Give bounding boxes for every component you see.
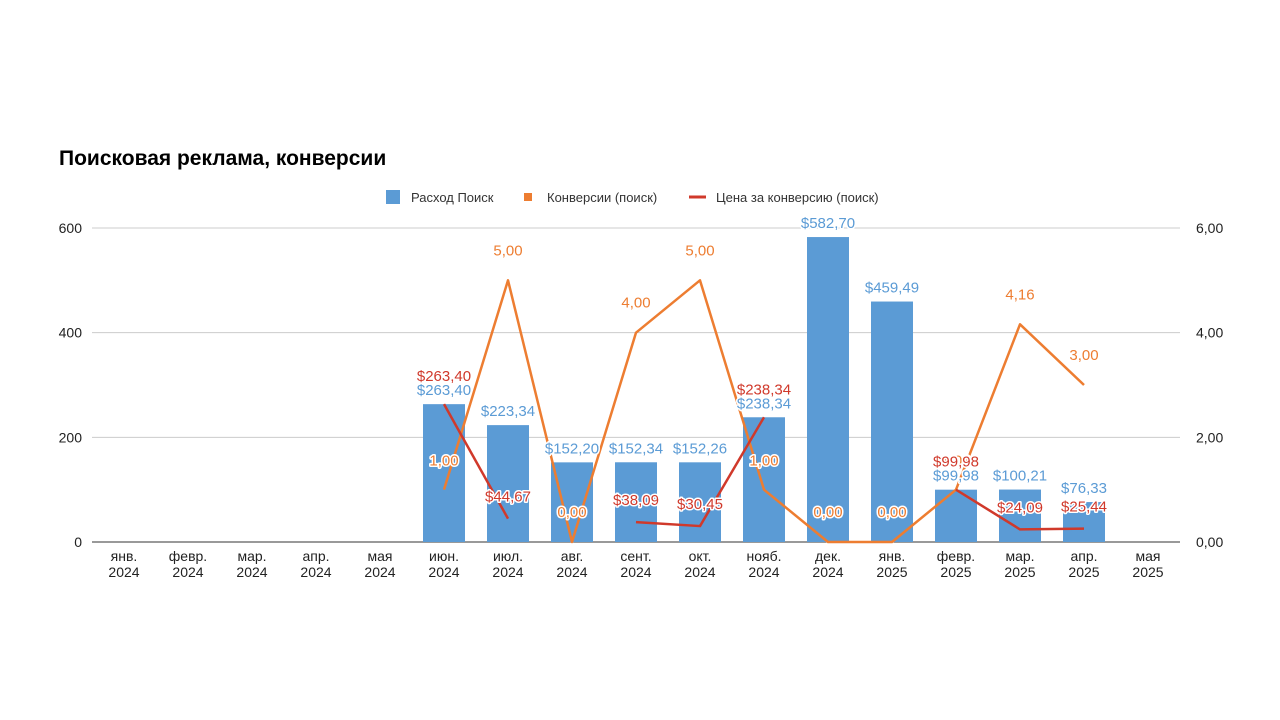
bar-rasxod-poisk[interactable] <box>487 425 529 542</box>
x-axis-tick-label: дек. 2024 <box>812 548 843 580</box>
konversii-data-label: 3,00 <box>1069 347 1098 364</box>
cena-data-label: $25,44 <box>1061 499 1107 516</box>
left-axis-tick-label: 200 <box>59 429 83 445</box>
left-axis-tick-label: 600 <box>59 220 83 236</box>
x-axis-tick-label: мая 2024 <box>364 548 395 580</box>
bar-data-label: $582,70 <box>801 215 855 232</box>
x-axis-tick-label: февр. 2024 <box>169 548 207 580</box>
legend-item-konversii[interactable]: Конверсии (поиск) <box>524 190 657 205</box>
bar-data-label: $223,34 <box>481 403 535 420</box>
x-axis-tick-label: мар. 2024 <box>236 548 267 580</box>
legend-item-rasxod-poisk[interactable]: Расход Поиск <box>386 190 494 205</box>
series-cena-za-konversiyu-line[interactable] <box>635 416 766 528</box>
right-axis-tick-label: 6,00 <box>1196 220 1223 236</box>
bar-data-label: $76,33 <box>1061 480 1107 497</box>
cena-data-label: $38,09 <box>613 492 659 509</box>
konversii-data-label: 0,00 <box>877 504 906 521</box>
legend[interactable]: Расход Поиск Конверсии (поиск) Цена за кон… <box>386 190 879 205</box>
x-axis-tick-label: окт. 2024 <box>684 548 715 580</box>
cena-data-label: $99,98 <box>933 454 979 471</box>
konversii-data-label: 0,00 <box>557 504 586 521</box>
axis-labels-layer: 0 200 400 600 0,00 2,00 4,00 6,00 янв. 2024 февр. 2… <box>59 220 1224 580</box>
bar-rasxod-poisk[interactable] <box>999 489 1041 542</box>
bar-rasxod-poisk[interactable] <box>1063 502 1105 542</box>
bars-layer <box>423 237 1105 543</box>
cena-data-label: $263,40 <box>417 368 471 385</box>
chart-title: Поисковая реклама, конверсии <box>59 147 387 170</box>
x-axis-tick-label: февр. 2025 <box>937 548 975 580</box>
x-axis-tick-label: апр. 2025 <box>1068 548 1099 580</box>
bar-data-label: $263,40 <box>417 382 471 399</box>
konversii-data-label: 5,00 <box>493 242 522 259</box>
x-axis-tick-label: янв. 2025 <box>876 548 907 580</box>
x-axis-tick-label: июл. 2024 <box>492 548 523 580</box>
konversii-data-label: 5,00 <box>685 242 714 259</box>
series-cena-za-konversiyu-line[interactable] <box>442 403 510 520</box>
bar-rasxod-poisk[interactable] <box>807 237 849 543</box>
konversii-data-label: 1,00 <box>749 453 778 470</box>
bar-rasxod-poisk[interactable] <box>551 462 593 542</box>
right-axis-tick-label: 4,00 <box>1196 325 1223 341</box>
legend-label: Расход Поиск <box>411 190 494 205</box>
cena-data-label: $24,09 <box>997 499 1043 516</box>
x-axis-tick-label: янв. 2024 <box>108 548 139 580</box>
konversii-data-label: 1,00 <box>429 453 458 470</box>
bar-data-label: $99,98 <box>933 468 979 485</box>
legend-item-cena-za-konversiyu[interactable]: Цена за конверсию (поиск) <box>689 190 879 205</box>
bar-rasxod-poisk[interactable] <box>743 417 785 542</box>
cena-data-label: $238,34 <box>737 381 791 398</box>
konversii-data-label: 0,00 <box>813 504 842 521</box>
series-konversii-line[interactable] <box>442 279 1085 544</box>
bar-data-label: $238,34 <box>737 395 791 412</box>
bar-data-label: $459,49 <box>865 280 919 297</box>
data-labels-layer: $263,40 $223,34 $152,20 $152,34 $152,26 $238,… <box>415 214 1108 523</box>
x-axis-tick-label: нояб. 2024 <box>746 548 781 580</box>
cena-data-label: $30,45 <box>677 496 723 513</box>
legend-swatch <box>524 193 532 201</box>
bar-rasxod-poisk[interactable] <box>871 301 913 542</box>
bar-data-label: $100,21 <box>993 468 1047 485</box>
x-axis-tick-label: авг. 2024 <box>556 548 587 580</box>
x-axis-tick-label: сент. 2024 <box>620 548 651 580</box>
bar-data-label: $152,26 <box>673 440 727 457</box>
left-axis-tick-label: 0 <box>74 534 82 550</box>
konversii-data-label: 1,00 <box>941 453 970 470</box>
bar-data-label: $152,20 <box>545 440 599 457</box>
x-axis-tick-label: мар. 2025 <box>1004 548 1035 580</box>
legend-label: Цена за конверсию (поиск) <box>716 190 879 205</box>
cena-data-label: $44,67 <box>485 489 531 506</box>
right-axis-tick-label: 0,00 <box>1196 534 1223 550</box>
right-axis-tick-label: 2,00 <box>1196 429 1223 445</box>
x-axis-tick-label: июн. 2024 <box>428 548 459 580</box>
bar-data-label: $152,34 <box>609 440 663 457</box>
x-axis-tick-label: мая 2025 <box>1132 548 1163 580</box>
bar-rasxod-poisk[interactable] <box>615 462 657 542</box>
left-axis-tick-label: 400 <box>59 325 83 341</box>
series-cena-za-konversiyu-line[interactable] <box>955 488 1085 531</box>
x-axis-tick-label: апр. 2024 <box>300 548 331 580</box>
bar-rasxod-poisk[interactable] <box>423 404 465 542</box>
legend-label: Конверсии (поиск) <box>547 190 657 205</box>
lines-layer <box>442 279 1085 544</box>
legend-swatch <box>386 190 400 204</box>
konversii-data-label: 4,00 <box>621 295 650 312</box>
konversii-data-label: 4,16 <box>1005 286 1034 303</box>
